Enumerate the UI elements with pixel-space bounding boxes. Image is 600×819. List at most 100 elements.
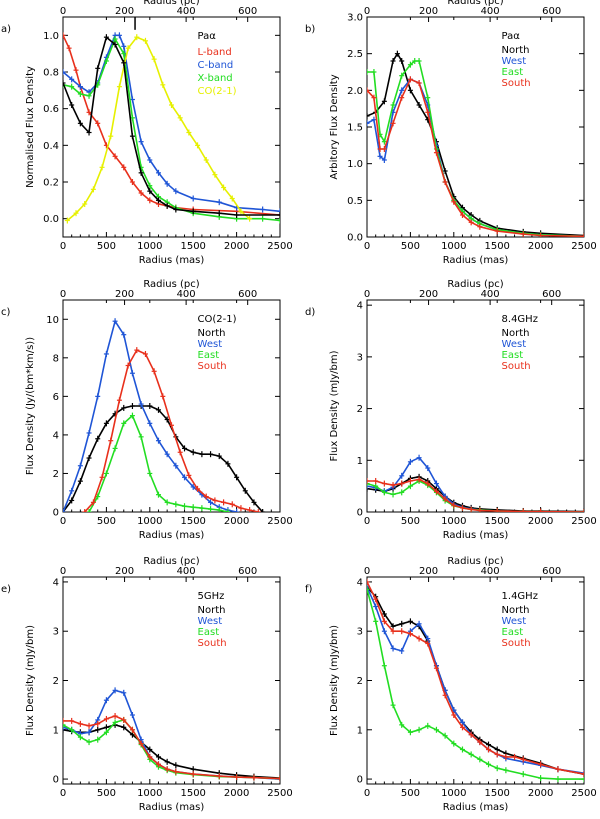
x-tick-label: 1500	[484, 788, 509, 799]
plot-frame	[62, 299, 281, 513]
x-tick-label: 0	[364, 516, 370, 527]
top-tick-label: 400	[481, 289, 500, 300]
x-axis-label: Radius (mas)	[139, 802, 205, 813]
legend-entry: West	[502, 56, 527, 67]
y-tick-label: 2	[357, 676, 363, 687]
x-tick-label: 0	[60, 516, 66, 527]
series-line	[63, 405, 264, 512]
legend-entry: East	[502, 350, 524, 361]
x-tick-label: 500	[97, 788, 116, 799]
legend-entry: South	[502, 638, 531, 649]
top-tick-label: 0	[364, 6, 370, 17]
top-axis-label: Radius (pc)	[447, 279, 503, 290]
series-line	[367, 586, 584, 774]
y-tick-label: 6	[53, 392, 59, 403]
legend-entry: South	[502, 361, 531, 372]
y-tick-label: 2	[53, 676, 59, 687]
y-tick-label: 0	[53, 508, 59, 519]
plot-frame	[366, 576, 585, 785]
legend-entry: West	[502, 616, 527, 627]
legend-entry: North	[198, 328, 226, 339]
top-axis-label: Radius (pc)	[143, 279, 199, 290]
y-tick-label: 0.8	[43, 68, 59, 79]
y-tick-label: 4	[53, 430, 59, 441]
y-tick-label: 2	[53, 469, 59, 480]
x-tick-label: 500	[401, 241, 420, 252]
x-tick-label: 1500	[180, 788, 205, 799]
legend-entry: North	[502, 45, 530, 56]
panel-f: 0 500 1000 1500 2000 2500 0 200 400 600 0 1 2 3 4 Radiu…	[305, 556, 597, 813]
y-tick-label: 2.0	[347, 86, 363, 97]
y-tick-label: 1	[53, 725, 59, 736]
series-east	[367, 58, 584, 237]
series-south	[63, 712, 280, 782]
series-north	[367, 583, 584, 778]
y-tick-label: 3	[53, 627, 59, 638]
legend-entry: West	[502, 339, 527, 350]
legend-entry: West	[198, 616, 223, 627]
y-tick-label: 4	[53, 577, 59, 588]
top-tick-label: 400	[481, 6, 500, 17]
top-tick-label: 600	[542, 6, 561, 17]
legend-title: Paα	[502, 31, 521, 42]
panel-label: d)	[305, 307, 315, 318]
legend-entry: South	[502, 78, 531, 89]
top-tick-label: 400	[177, 566, 196, 577]
series-south	[367, 578, 584, 778]
panel-b: 0 500 1000 1500 2000 2500 0 200 400 600 0.0 0.5 1.0 1…	[305, 0, 597, 266]
top-tick-label: 600	[542, 289, 561, 300]
x-tick-label: 2500	[571, 241, 596, 252]
legend-entry: South	[198, 361, 227, 372]
plot-frame	[366, 16, 585, 238]
series-line	[367, 60, 584, 237]
top-axis-label: Radius (pc)	[143, 0, 199, 7]
panel-c: 0 500 1000 1500 2000 2500 0 200 400 600 0 2 4 6 8 10 Rad…	[1, 279, 293, 541]
series-line	[63, 36, 280, 216]
x-tick-label: 1000	[441, 788, 466, 799]
x-tick-label: 500	[401, 516, 420, 527]
series-north	[367, 50, 584, 237]
y-tick-label: 4	[357, 577, 363, 588]
series-line	[367, 581, 584, 775]
y-tick-label: 0.0	[347, 233, 363, 244]
legend-title: 8.4GHz	[502, 314, 538, 325]
x-tick-label: 2000	[528, 241, 553, 252]
x-tick-label: 2000	[224, 516, 249, 527]
x-tick-label: 2500	[267, 516, 292, 527]
y-tick-label: 2.5	[347, 49, 363, 60]
series-west	[63, 687, 280, 783]
y-tick-label: 0	[53, 775, 59, 786]
legend-title: CO(2-1)	[198, 314, 237, 325]
y-tick-label: 1.5	[347, 123, 363, 134]
series-c-band	[63, 32, 280, 215]
top-tick-label: 200	[115, 566, 134, 577]
series-east	[86, 412, 231, 512]
legend-entry: East	[502, 627, 524, 638]
y-axis-label: Flux Density (Jy/(bm*km/s))	[25, 337, 36, 475]
x-tick-label: 1500	[180, 516, 205, 527]
series-east	[367, 586, 584, 783]
series-pa-	[63, 34, 280, 218]
legend-entry: C-band	[198, 60, 234, 71]
panel-d: 0 500 1000 1500 2000 2500 0 200 400 600 0 1 2 3 4 Radiu…	[305, 279, 597, 541]
top-axis-label: Radius (pc)	[447, 0, 503, 7]
top-tick-label: 600	[238, 6, 257, 17]
legend-entry: CO(2-1)	[198, 86, 237, 97]
series-line	[84, 349, 259, 512]
y-tick-label: 0.4	[43, 141, 59, 152]
top-tick-label: 600	[238, 289, 257, 300]
top-tick-label: 200	[115, 6, 134, 17]
x-tick-label: 0	[364, 241, 370, 252]
x-tick-label: 1000	[137, 516, 162, 527]
y-tick-label: 0.6	[43, 104, 59, 115]
x-tick-label: 500	[97, 241, 116, 252]
x-tick-label: 1000	[137, 241, 162, 252]
series-north	[63, 403, 266, 512]
series-line	[63, 689, 280, 780]
y-tick-label: 3.0	[347, 13, 363, 24]
top-tick-label: 200	[419, 289, 438, 300]
legend-entry: X-band	[198, 73, 233, 84]
x-tick-label: 2000	[528, 516, 553, 527]
panel-e: 0 500 1000 1500 2000 2500 0 200 400 600 0 1 2 3 4 Radiu…	[1, 556, 293, 813]
